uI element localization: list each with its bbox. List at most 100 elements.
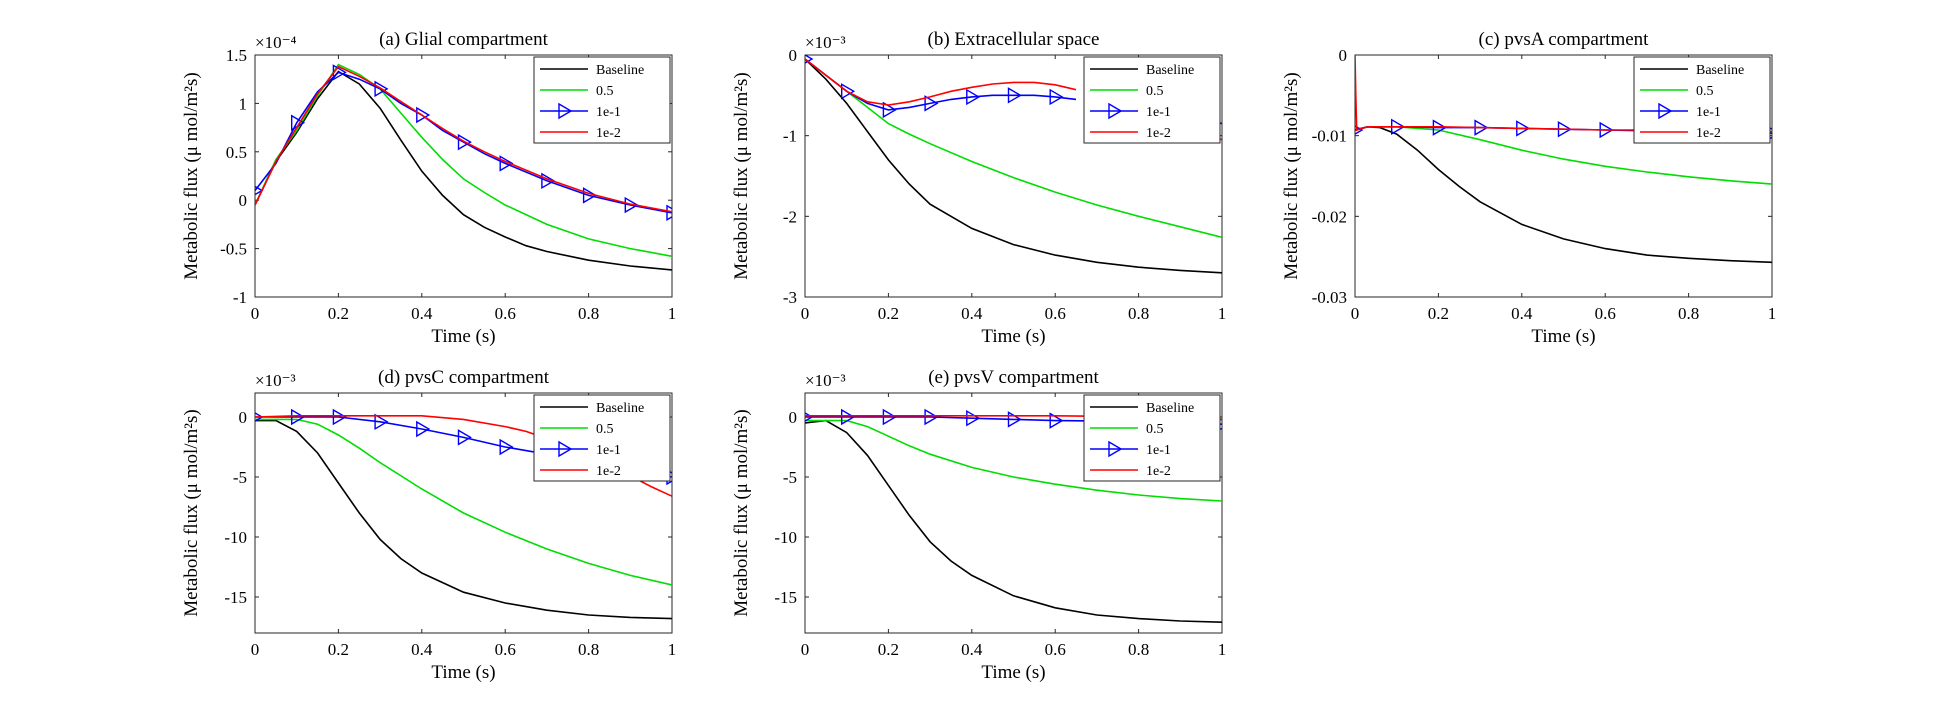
series-marker: [255, 185, 264, 196]
series-marker: [255, 412, 264, 422]
series-marker: [332, 408, 347, 426]
series-marker: [924, 95, 939, 112]
legend-entry: 0.5: [596, 422, 614, 437]
x-tick-label: 0: [251, 640, 260, 659]
y-tick-label: -5: [783, 468, 797, 487]
x-axis-label: Time (s): [981, 662, 1045, 683]
series-marker: [1049, 88, 1064, 106]
y-tick-label: 1.5: [226, 46, 247, 65]
series-marker: [457, 133, 472, 151]
x-tick-label: 1: [1218, 640, 1227, 659]
x-tick-label: 0.2: [328, 304, 349, 323]
x-tick-label: 0.2: [878, 640, 899, 659]
axes-box: [254, 392, 673, 634]
x-tick-label: 0.8: [578, 640, 599, 659]
series-marker: [805, 55, 814, 64]
legend-marker: [1658, 102, 1673, 120]
x-axis-label: Time (s): [431, 662, 495, 683]
x-tick-label: 0.8: [578, 304, 599, 323]
series-marker: [416, 106, 431, 124]
series-marker: [841, 83, 856, 100]
series-line: [805, 58, 1222, 274]
chart-title: (d) pvsC compartment: [378, 367, 550, 388]
y-axis-label: Metabolic flux (μ mol/m²s): [731, 72, 752, 279]
x-tick-label: 0.6: [1045, 640, 1066, 659]
y-tick-label: -10: [224, 528, 247, 547]
y-axis-label: Metabolic flux (μ mol/m²s): [181, 409, 202, 616]
y-tick-label: -1: [233, 288, 247, 307]
legend-entry: 0.5: [1146, 84, 1164, 99]
legend-entry: 0.5: [1146, 422, 1164, 437]
series-marker: [666, 204, 672, 222]
legend-entry: 1e-1: [596, 443, 621, 458]
x-tick-label: 0.2: [878, 304, 899, 323]
y-tick-label: -15: [224, 588, 247, 607]
panel-5: 0 0.2 0.4 0.6 0.8 1 -15 -10 -5 0 ×10⁻³ (e) pvsV com…: [731, 367, 1227, 683]
panel-1: 0 0.2 0.4 0.6 0.8 1 -1 -0.5 0 0.5 1 1.5 ×10⁻⁴ (a) Gli…: [181, 29, 677, 347]
series-line: [805, 419, 1222, 502]
series-marker: [499, 155, 514, 172]
series-marker: [882, 101, 897, 119]
y-tick-label: 0: [1339, 46, 1348, 65]
y-tick-label: -10: [774, 528, 797, 547]
y-tick-label: -1: [783, 127, 797, 146]
y-tick-label: -0.01: [1312, 127, 1347, 146]
x-tick-label: 0.2: [328, 640, 349, 659]
legend-entry: 1e-2: [1696, 126, 1721, 141]
legend-entry: Baseline: [1696, 63, 1744, 78]
x-tick-label: 0.8: [1128, 640, 1149, 659]
series-marker: [374, 413, 389, 431]
y-axis-label: Metabolic flux (μ mol/m²s): [181, 72, 202, 279]
legend-entry: 1e-1: [596, 105, 621, 120]
legend-box: [1633, 56, 1771, 144]
series-marker: [291, 408, 306, 426]
x-tick-label: 0.6: [495, 640, 516, 659]
x-axis-label: Time (s): [981, 326, 1045, 347]
legend-entry: 1e-1: [1696, 105, 1721, 120]
x-tick-label: 1: [668, 640, 677, 659]
series-marker: [841, 408, 856, 426]
legend-entry: Baseline: [1146, 401, 1194, 416]
legend-entry: Baseline: [596, 63, 644, 78]
chart-title: (e) pvsV compartment: [928, 367, 1099, 388]
series-line: [255, 63, 672, 258]
legend-entry: 1e-1: [1146, 443, 1171, 458]
series-marker: [924, 408, 939, 426]
y-tick-label: 0: [239, 408, 248, 427]
y-tick-label: -0.02: [1312, 207, 1347, 226]
series-line: [805, 419, 1222, 623]
series-line: [255, 419, 672, 620]
x-tick-label: 0: [251, 304, 260, 323]
legend-box: [1083, 394, 1221, 482]
legend-entry: 0.5: [596, 84, 614, 99]
x-tick-label: 0: [801, 640, 810, 659]
x-tick-label: 0.6: [1045, 304, 1066, 323]
legend: Baseline 0.5 1e-1 1e-2: [1083, 394, 1221, 482]
legend-marker: [558, 102, 573, 120]
x-tick-label: 0.6: [495, 304, 516, 323]
x-tick-label: 0.4: [1511, 304, 1533, 323]
legend: Baseline 0.5 1e-1 1e-2: [1083, 56, 1221, 144]
x-tick-label: 1: [668, 304, 677, 323]
axis-exponent: ×10⁻³: [255, 371, 296, 390]
y-tick-label: 0: [789, 46, 798, 65]
axis-exponent: ×10⁻³: [805, 371, 846, 390]
axis-exponent: ×10⁻³: [805, 33, 846, 52]
x-tick-label: 1: [1218, 304, 1227, 323]
series-marker: [416, 420, 431, 438]
y-tick-label: -3: [783, 288, 797, 307]
y-tick-label: -2: [783, 207, 797, 226]
series-marker: [966, 409, 981, 427]
y-tick-label: -0.03: [1312, 288, 1347, 307]
x-tick-label: 0.8: [1678, 304, 1699, 323]
x-tick-label: 0.4: [961, 304, 983, 323]
y-axis-label: Metabolic flux (μ mol/m²s): [1281, 72, 1302, 279]
legend-box: [533, 394, 671, 482]
x-tick-label: 0.8: [1128, 304, 1149, 323]
axes-box: [1354, 54, 1773, 298]
axes-box: [254, 54, 673, 298]
series-marker: [541, 172, 556, 190]
x-tick-label: 0.4: [411, 304, 433, 323]
x-tick-label: 0.4: [961, 640, 983, 659]
